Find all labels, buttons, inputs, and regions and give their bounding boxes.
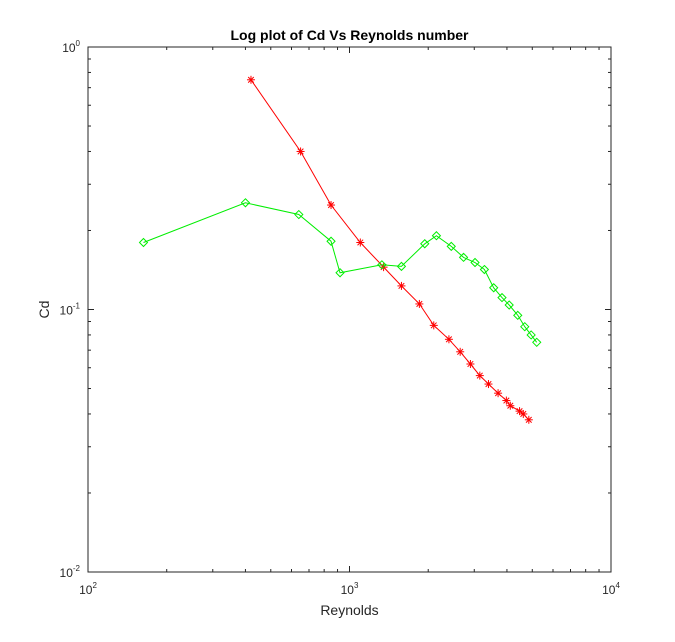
asterisk-stroke [398, 282, 405, 290]
data-point-diamond [504, 300, 514, 310]
data-point-diamond [497, 292, 507, 303]
major-ticks [87, 46, 612, 573]
y-tick-label: 100 [62, 39, 80, 55]
data-point-diamond [513, 310, 523, 321]
data-point-diamond [377, 260, 387, 270]
data-point-asterisk [456, 347, 465, 356]
data-point-asterisk [484, 380, 493, 389]
data-point-asterisk [506, 401, 515, 410]
asterisk-stroke [430, 322, 437, 329]
data-point-diamond [396, 261, 407, 272]
data-point-asterisk [444, 335, 453, 344]
data-point-asterisk [327, 201, 336, 210]
data-point-diamond [431, 231, 442, 241]
asterisk-stroke [494, 390, 502, 397]
series-2-line [143, 202, 538, 343]
asterisk-stroke [485, 380, 492, 388]
x-axis-label: Reynolds [320, 602, 378, 618]
data-point-diamond [420, 239, 430, 249]
data-point-diamond [446, 241, 456, 252]
asterisk-stroke [327, 201, 335, 209]
asterisk-stroke [503, 397, 510, 404]
asterisk-stroke [457, 348, 464, 355]
minor-ticks [88, 47, 611, 572]
data-point-diamond [335, 268, 345, 278]
data-point-diamond [326, 236, 336, 246]
series-layer [138, 75, 542, 424]
series-2 [138, 198, 542, 348]
asterisk-stroke [297, 148, 304, 155]
data-point-asterisk [246, 75, 255, 84]
asterisk-stroke [525, 416, 532, 423]
data-point-asterisk [429, 321, 438, 330]
data-point-diamond [479, 264, 490, 275]
asterisk-stroke [416, 300, 423, 308]
asterisk-stroke [357, 239, 364, 246]
asterisk-stroke [520, 410, 527, 418]
data-point-diamond [458, 252, 469, 263]
x-tick-label: 103 [341, 581, 359, 597]
data-point-asterisk [397, 281, 406, 290]
asterisk-stroke [476, 372, 483, 379]
data-point-diamond [526, 330, 536, 340]
data-point-asterisk [415, 299, 424, 308]
data-point-diamond [470, 257, 480, 268]
data-point-diamond [488, 283, 499, 293]
data-point-diamond [294, 209, 304, 220]
axes-background [87, 46, 612, 573]
data-point-asterisk [524, 415, 533, 424]
data-point-asterisk [475, 371, 484, 380]
asterisk-stroke [516, 407, 523, 415]
data-point-asterisk [502, 396, 511, 405]
y-tick-label: 10-2 [60, 564, 81, 580]
data-point-asterisk [356, 238, 365, 247]
x-tick-label: 102 [79, 581, 97, 597]
asterisk-stroke [247, 76, 255, 83]
data-point-diamond [240, 198, 251, 208]
data-point-asterisk [515, 407, 524, 416]
data-point-diamond [520, 321, 530, 332]
x-tick-label: 104 [602, 581, 620, 597]
tick-labels: 102 103 104 10-2 10-1 100 [60, 39, 621, 597]
asterisk-stroke [467, 360, 474, 368]
data-point-asterisk [466, 359, 475, 368]
data-point-asterisk [494, 389, 503, 398]
data-point-asterisk [296, 147, 305, 156]
y-tick-label: 10-1 [60, 302, 81, 318]
series-1 [246, 75, 533, 424]
data-point-diamond [138, 237, 149, 248]
asterisk-stroke [507, 402, 514, 409]
chart-title: Log plot of Cd Vs Reynolds number [231, 27, 470, 43]
data-point-asterisk [519, 409, 528, 418]
data-point-diamond [532, 337, 542, 348]
y-axis-label: Cd [36, 301, 52, 319]
asterisk-stroke [445, 336, 453, 343]
